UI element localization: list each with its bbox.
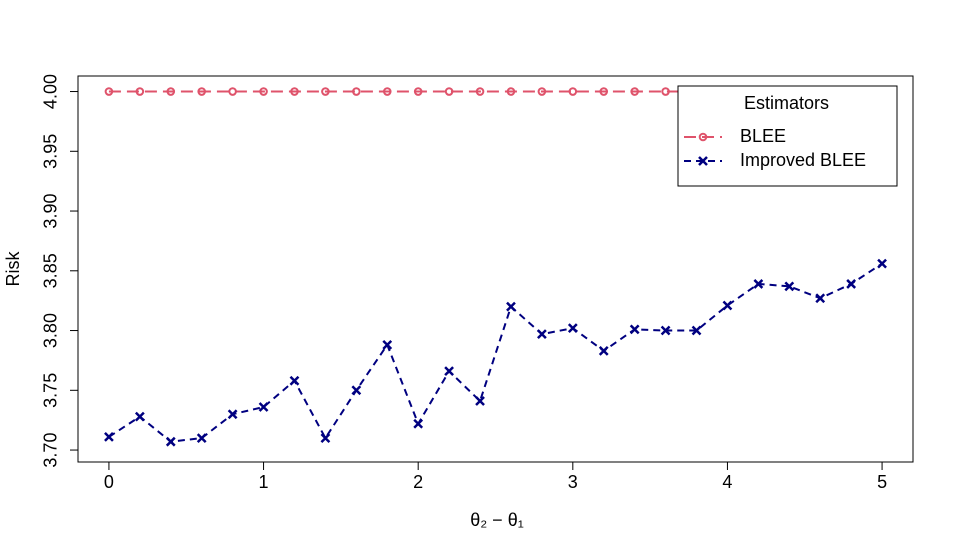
y-tick-label: 3.70 [41,433,61,468]
y-tick-label: 4.00 [41,74,61,109]
x-tick-label: 3 [568,472,578,492]
point-marker [351,385,362,396]
y-tick-label: 3.80 [41,313,61,348]
point-marker [258,402,269,412]
point-marker [104,432,114,442]
point-marker [846,279,857,289]
point-marker [784,281,795,292]
point-marker [165,436,176,447]
point-marker [382,87,392,96]
point-marker [698,132,708,142]
point-marker [413,87,423,96]
point-marker [444,87,454,96]
x-tick-label: 2 [413,472,423,492]
y-tick-label: 3.90 [41,194,61,229]
point-marker [567,323,578,334]
x-tick-label: 1 [259,472,269,492]
point-marker [475,396,485,406]
point-marker [568,87,578,96]
point-marker [629,324,640,335]
point-marker [537,329,547,340]
point-marker [815,293,826,304]
point-marker [228,87,237,96]
point-marker [413,418,424,429]
point-marker [289,375,300,386]
point-marker [444,366,454,377]
point-marker [506,87,516,96]
point-marker [259,87,268,96]
y-axis-label: Risk [3,251,23,287]
point-marker [598,345,609,356]
point-marker [196,433,207,443]
legend-label: Improved BLEE [740,150,866,170]
point-marker [661,87,670,96]
point-marker [691,325,702,336]
y-tick-label: 3.75 [41,373,61,408]
point-marker [475,87,485,96]
point-marker [320,433,331,443]
series-line [108,262,883,443]
point-marker [698,156,708,166]
point-marker [630,87,639,96]
point-marker [227,409,238,420]
legend-label: BLEE [740,126,786,146]
point-marker [537,87,547,96]
point-marker [197,87,207,96]
y-tick-label: 3.95 [41,134,61,169]
y-tick-label: 3.85 [41,253,61,288]
point-marker [660,325,671,336]
point-marker [382,340,393,350]
x-tick-label: 5 [877,472,887,492]
point-marker [753,279,764,289]
x-axis-label: θ₂ − θ₁ [470,510,524,530]
point-marker [877,258,887,269]
point-marker [321,87,330,96]
point-marker [599,87,609,96]
point-marker [134,411,145,422]
x-tick-label: 4 [722,472,732,492]
point-marker [722,300,733,311]
point-marker [166,87,176,96]
point-marker [104,87,114,96]
point-marker [506,301,516,312]
point-marker [290,87,299,96]
point-marker [135,87,145,96]
legend-box [677,85,898,187]
legend-title: Estimators [744,93,829,113]
point-marker [352,87,361,96]
x-tick-label: 0 [104,472,114,492]
